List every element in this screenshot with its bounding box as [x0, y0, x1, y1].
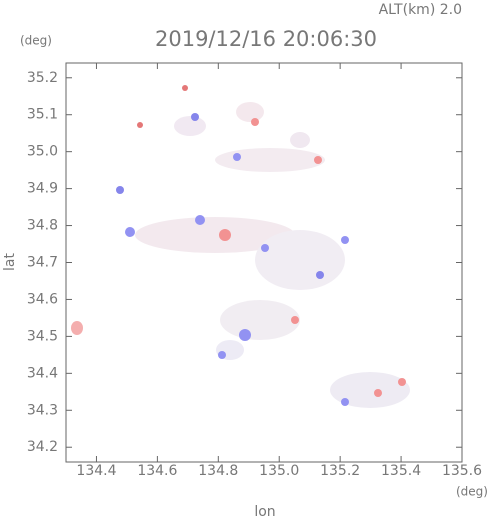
y-axis-label: lat — [2, 253, 18, 271]
echo — [233, 153, 241, 161]
echo — [236, 102, 264, 122]
x-tick-label: 134.4 — [76, 463, 116, 479]
echo — [314, 156, 322, 164]
chart-title: 2019/12/16 20:06:30 — [155, 27, 377, 51]
echo — [341, 398, 349, 406]
echo — [125, 227, 135, 237]
y-tick-label: 34.6 — [27, 291, 58, 307]
y-tick-label: 34.4 — [27, 365, 58, 381]
x-tick-label: 134.8 — [198, 463, 238, 479]
y-tick-label: 35.0 — [27, 144, 58, 160]
echo — [218, 351, 226, 359]
echo — [316, 271, 324, 279]
y-tick-label: 35.2 — [27, 70, 58, 86]
y-tick-label: 34.8 — [27, 218, 58, 234]
echo — [290, 132, 310, 148]
y-tick-label: 35.1 — [27, 107, 58, 123]
y-tick-label: 34.9 — [27, 181, 58, 197]
echo — [220, 300, 300, 340]
x-tick-label: 134.6 — [137, 463, 177, 479]
x-tick-label: 135.4 — [381, 463, 421, 479]
echo — [215, 148, 325, 172]
x-tick-label: 135.0 — [259, 463, 299, 479]
echo — [255, 230, 345, 290]
x-tick-label: 135.2 — [320, 463, 360, 479]
echo — [195, 215, 205, 225]
echo — [219, 229, 231, 241]
echo — [182, 85, 188, 91]
echo — [137, 122, 143, 128]
x-unit: (deg) — [456, 485, 488, 499]
echo — [341, 236, 349, 244]
x-tick-label: 135.6 — [442, 463, 482, 479]
y-tick-label: 34.2 — [27, 439, 58, 455]
echo — [261, 244, 269, 252]
echo — [174, 116, 206, 136]
y-unit: (deg) — [20, 34, 52, 48]
y-tick-label: 34.5 — [27, 328, 58, 344]
x-axis-label: lon — [254, 504, 275, 520]
y-tick-label: 34.3 — [27, 402, 58, 418]
echo-field — [71, 85, 410, 408]
echo — [191, 113, 199, 121]
y-tick-label: 34.7 — [27, 255, 58, 271]
echo — [71, 321, 83, 335]
altitude-label: ALT(km) 2.0 — [379, 2, 462, 18]
echo — [239, 329, 251, 341]
echo — [291, 316, 299, 324]
echo — [135, 217, 295, 253]
echo — [398, 378, 406, 386]
echo — [330, 372, 410, 408]
echo — [251, 118, 259, 126]
echo — [374, 389, 382, 397]
echo — [116, 186, 124, 194]
